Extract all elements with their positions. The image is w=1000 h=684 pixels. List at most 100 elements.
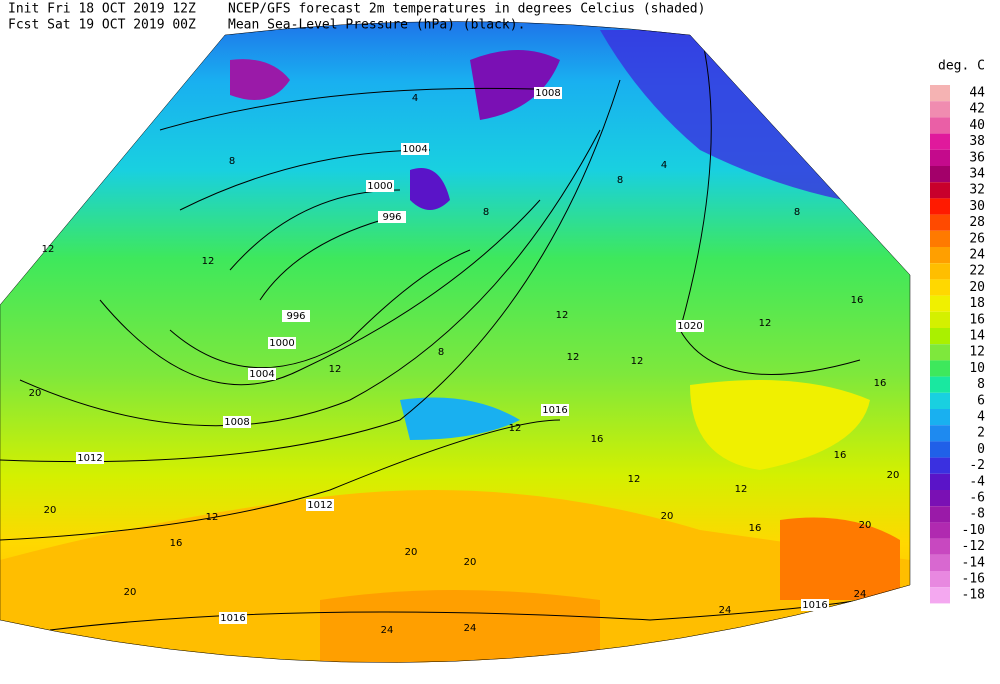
colorbar-swatch bbox=[930, 149, 950, 166]
temperature-label: 20 bbox=[124, 587, 137, 598]
colorbar-label: 6 bbox=[977, 393, 985, 408]
colorbar-label: 4 bbox=[977, 410, 985, 425]
temperature-label: 12 bbox=[42, 244, 55, 255]
colorbar-label: 28 bbox=[969, 215, 985, 230]
isobar-label: 1012 bbox=[77, 453, 102, 464]
colorbar-swatch bbox=[930, 295, 950, 312]
colorbar-swatch bbox=[930, 166, 950, 183]
temperature-label: 8 bbox=[794, 207, 800, 218]
colorbar-swatch bbox=[930, 376, 950, 393]
colorbar-label: 38 bbox=[969, 134, 985, 149]
colorbar-swatch bbox=[930, 554, 950, 571]
isobar-label: 1012 bbox=[307, 500, 332, 511]
map bbox=[0, 21, 910, 663]
isobar-label: 1008 bbox=[224, 417, 249, 428]
colorbar-label: -10 bbox=[962, 523, 985, 538]
colorbar-swatch bbox=[930, 587, 950, 604]
colorbar-label: 20 bbox=[969, 280, 985, 295]
isobar-label-bg bbox=[366, 180, 394, 192]
isobar-label-bg bbox=[219, 612, 247, 624]
header-forecast: Fcst Sat 19 OCT 2019 00Z bbox=[8, 18, 196, 33]
colorbar-label: 8 bbox=[977, 377, 985, 392]
colorbar-label: 22 bbox=[969, 264, 985, 279]
colorbar-swatch bbox=[930, 506, 950, 523]
temperature-label: 12 bbox=[628, 474, 641, 485]
isobar-label-bg bbox=[248, 368, 276, 380]
isobar-label-bg bbox=[282, 310, 310, 322]
isobar-label: 1000 bbox=[367, 181, 392, 192]
colorbar-swatch bbox=[930, 457, 950, 474]
colorbar-swatch bbox=[930, 230, 950, 247]
colorbar-swatch bbox=[930, 571, 950, 588]
colorbar-swatch bbox=[930, 538, 950, 555]
isobar-label: 996 bbox=[286, 311, 305, 322]
isobar-label: 1016 bbox=[802, 600, 827, 611]
colorbar-label: -2 bbox=[969, 458, 985, 473]
colorbar-swatch bbox=[930, 247, 950, 264]
colorbar-swatch bbox=[930, 101, 950, 118]
temperature-label: 12 bbox=[202, 256, 215, 267]
temperature-label: 16 bbox=[170, 538, 183, 549]
colorbar-label: 40 bbox=[969, 118, 985, 133]
colorbar-label: -16 bbox=[962, 572, 985, 587]
colorbar-swatch bbox=[930, 425, 950, 442]
temperature-label: 4 bbox=[661, 160, 667, 171]
temperature-label: 12 bbox=[509, 423, 522, 434]
isobar-label: 1008 bbox=[535, 88, 560, 99]
isobar-label: 1016 bbox=[220, 613, 245, 624]
temperature-label: 16 bbox=[591, 434, 604, 445]
colorbar-swatch bbox=[930, 182, 950, 199]
temperature-label: 20 bbox=[661, 511, 674, 522]
colorbar-label: -14 bbox=[962, 555, 986, 570]
colorbar-label: 30 bbox=[969, 199, 985, 214]
colorbar-label: 36 bbox=[969, 150, 985, 165]
isobar-label: 1004 bbox=[249, 369, 274, 380]
colorbar-swatch bbox=[930, 409, 950, 426]
temperature-label: 16 bbox=[851, 295, 864, 306]
header-title: NCEP/GFS forecast 2m temperatures in deg… bbox=[228, 2, 705, 17]
colorbar-label: 34 bbox=[969, 167, 985, 182]
isobar-label-bg bbox=[76, 452, 104, 464]
isobar-label: 1000 bbox=[269, 338, 294, 349]
header-subtitle: Mean Sea-Level Pressure (hPa) (black). bbox=[228, 18, 525, 33]
temperature-label: 12 bbox=[329, 364, 342, 375]
temperature-label: 12 bbox=[759, 318, 772, 329]
temperature-label: 20 bbox=[464, 557, 477, 568]
colorbar-swatch bbox=[930, 85, 950, 102]
colorbar-swatch bbox=[930, 360, 950, 377]
colorbar-swatch bbox=[930, 522, 950, 539]
isobar-label: 1004 bbox=[402, 144, 427, 155]
colorbar-label: 10 bbox=[969, 361, 985, 376]
colorbar-swatch bbox=[930, 392, 950, 409]
colorbar-label: 24 bbox=[969, 248, 985, 263]
temperature-label: 16 bbox=[749, 523, 762, 534]
colorbar-label: 0 bbox=[977, 442, 985, 457]
colorbar-swatch bbox=[930, 279, 950, 296]
header-init: Init Fri 18 OCT 2019 12Z bbox=[8, 2, 196, 17]
colorbar-label: 44 bbox=[969, 86, 985, 101]
colorbar-swatch bbox=[930, 328, 950, 345]
isobar-label-bg bbox=[801, 599, 829, 611]
colorbar-label: 14 bbox=[969, 329, 985, 344]
colorbar-label: -4 bbox=[969, 474, 985, 489]
colorbar-swatch bbox=[930, 198, 950, 215]
colorbar-unit: deg. C bbox=[938, 59, 985, 74]
colorbar-label: -8 bbox=[969, 507, 985, 522]
temperature-label: 12 bbox=[735, 484, 748, 495]
colorbar-swatch bbox=[930, 344, 950, 361]
temperature-label: 16 bbox=[874, 378, 887, 389]
colorbar-label: 32 bbox=[969, 183, 985, 198]
colorbar-swatch bbox=[930, 473, 950, 490]
colorbar-label: 42 bbox=[969, 102, 985, 117]
temperature-label: 12 bbox=[206, 512, 219, 523]
colorbar-label: 2 bbox=[977, 426, 985, 441]
temperature-label: 24 bbox=[381, 625, 394, 636]
temperature-label: 20 bbox=[859, 520, 872, 531]
colorbar-swatch bbox=[930, 441, 950, 458]
isobar-label-bg bbox=[676, 320, 704, 332]
temperature-label: 24 bbox=[464, 623, 477, 634]
isobar-label-bg bbox=[306, 499, 334, 511]
colorbar-swatch bbox=[930, 133, 950, 150]
temperature-label: 4 bbox=[412, 93, 418, 104]
